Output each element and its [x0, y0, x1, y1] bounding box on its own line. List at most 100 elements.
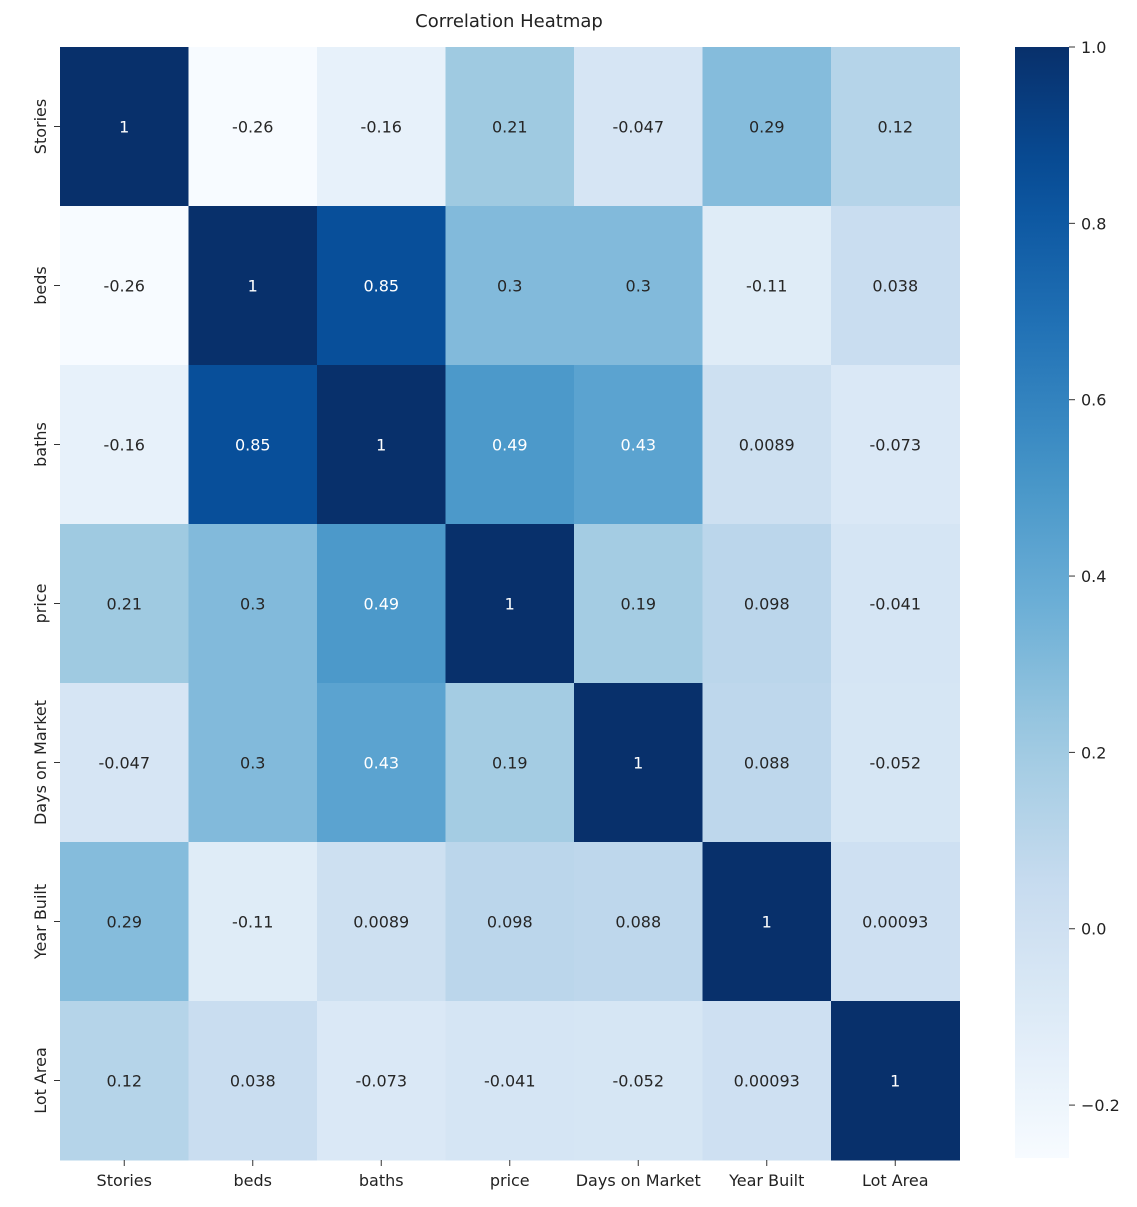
heatmap-cell: [702, 206, 832, 366]
heatmap-cell: [188, 683, 318, 843]
cell-annotation: 0.85: [235, 436, 271, 455]
heatmap-cell: [60, 47, 189, 207]
heatmap-cell: [445, 206, 575, 366]
x-tick-label: Year Built: [728, 1171, 804, 1190]
heatmap-cell: [702, 524, 832, 684]
heatmap-cell: [445, 842, 575, 1002]
cell-annotation: -0.11: [232, 913, 273, 932]
heatmap-cell: [60, 1001, 189, 1161]
cell-annotation: 1: [890, 1072, 900, 1091]
colorbar: [1015, 47, 1069, 1158]
cell-annotation: 0.49: [492, 436, 528, 455]
cell-annotation: -0.26: [232, 118, 273, 137]
heatmap-cell: [445, 524, 575, 684]
heatmap-cell: [188, 365, 318, 525]
colorbar-tick-label: −0.2: [1081, 1096, 1120, 1115]
heatmap-cell: [702, 1001, 832, 1161]
cell-annotation: -0.041: [484, 1072, 536, 1091]
colorbar-tick-label: 0.0: [1081, 920, 1106, 939]
y-tick-label: baths: [31, 422, 50, 467]
y-tick-label: price: [31, 584, 50, 624]
cell-annotation: 1: [505, 595, 515, 614]
x-tick-label: Days on Market: [576, 1171, 701, 1190]
heatmap-cell: [60, 683, 189, 843]
x-tick-label: price: [490, 1171, 530, 1190]
heatmap-cell: [574, 206, 703, 366]
y-tick-label: Year Built: [31, 884, 50, 960]
cell-annotation: 1: [248, 277, 258, 296]
cell-annotation: 0.3: [497, 277, 522, 296]
cell-annotation: 0.21: [492, 118, 528, 137]
heatmap-cell: [445, 683, 575, 843]
cell-annotation: -0.052: [612, 1072, 664, 1091]
y-tick-label: Stories: [31, 99, 50, 154]
cell-annotation: -0.16: [361, 118, 402, 137]
heatmap-cell: [445, 1001, 575, 1161]
cell-annotation: 1: [633, 754, 643, 773]
colorbar-tick-label: 0.4: [1081, 567, 1106, 586]
cell-annotation: -0.052: [869, 754, 921, 773]
heatmap-cell: [831, 842, 960, 1002]
heatmap-cell: [60, 524, 189, 684]
cell-annotation: 0.49: [363, 595, 399, 614]
y-tick-label: Days on Market: [31, 700, 50, 825]
heatmap-cell: [702, 842, 832, 1002]
heatmap-cell: [317, 683, 446, 843]
heatmap-cell: [574, 1001, 703, 1161]
cell-annotation: 0.038: [230, 1072, 276, 1091]
heatmap-cell: [317, 524, 446, 684]
heatmap-cell: [60, 842, 189, 1002]
heatmap-cell: [317, 1001, 446, 1161]
cell-annotation: 0.098: [744, 595, 790, 614]
cell-annotation: 0.00093: [734, 1072, 800, 1091]
heatmap-cell: [188, 47, 318, 207]
heatmap-cell: [317, 206, 446, 366]
colorbar-tick-label: 0.6: [1081, 391, 1106, 410]
heatmap-cell: [60, 365, 189, 525]
heatmap-cell: [702, 47, 832, 207]
x-tick-label: Lot Area: [862, 1171, 929, 1190]
x-tick-label: beds: [234, 1171, 273, 1190]
cell-annotation: 0.29: [106, 913, 142, 932]
colorbar-tick-label: 0.2: [1081, 743, 1106, 762]
x-axis-ticks: Stories beds baths price Days on Market Year …: [97, 1160, 929, 1190]
cell-annotation: 0.3: [240, 595, 265, 614]
heatmap-cell: [317, 842, 446, 1002]
cell-annotation: 0.43: [363, 754, 399, 773]
y-tick-label: Lot Area: [31, 1047, 50, 1114]
cell-annotation: 0.0089: [353, 913, 409, 932]
heatmap-cell: [445, 365, 575, 525]
heatmap-cell: [445, 47, 575, 207]
heatmap-cell: [702, 365, 832, 525]
heatmap-cell: [317, 365, 446, 525]
cell-annotation: 0.088: [744, 754, 790, 773]
heatmap-cell: [831, 683, 960, 843]
cell-annotation: 0.43: [620, 436, 656, 455]
heatmap-cell: [831, 1001, 960, 1161]
heatmap-annotations: 1 -0.26 -0.16 0.21 -0.047 0.29 0.12 -0.26 1 0.85 0…: [98, 118, 928, 1091]
cell-annotation: -0.047: [612, 118, 664, 137]
colorbar-ticks: 1.0 0.8 0.6 0.4 0.2 0.0 −0.2: [1069, 38, 1120, 1115]
heatmap-cell: [574, 524, 703, 684]
cell-annotation: 0.098: [487, 913, 533, 932]
y-axis-ticks: Stories beds baths price Days on Market Year …: [31, 99, 60, 1114]
cell-annotation: -0.073: [869, 436, 921, 455]
heatmap-cell: [831, 524, 960, 684]
cell-annotation: 0.00093: [862, 913, 928, 932]
heatmap-cell: [188, 842, 318, 1002]
heatmap-cell: [188, 524, 318, 684]
cell-annotation: 0.12: [877, 118, 913, 137]
cell-annotation: -0.047: [98, 754, 150, 773]
cell-annotation: 0.038: [872, 277, 918, 296]
cell-annotation: 0.19: [492, 754, 528, 773]
heatmap-cell: [574, 683, 703, 843]
cell-annotation: 0.29: [749, 118, 785, 137]
cell-annotation: -0.11: [746, 277, 787, 296]
x-tick-label: baths: [359, 1171, 404, 1190]
colorbar-tick-label: 1.0: [1081, 38, 1106, 57]
cell-annotation: 1: [762, 913, 772, 932]
cell-annotation: 0.21: [106, 595, 142, 614]
heatmap-cell: [702, 683, 832, 843]
heatmap-cells: [60, 47, 960, 1161]
heatmap-cell: [574, 365, 703, 525]
